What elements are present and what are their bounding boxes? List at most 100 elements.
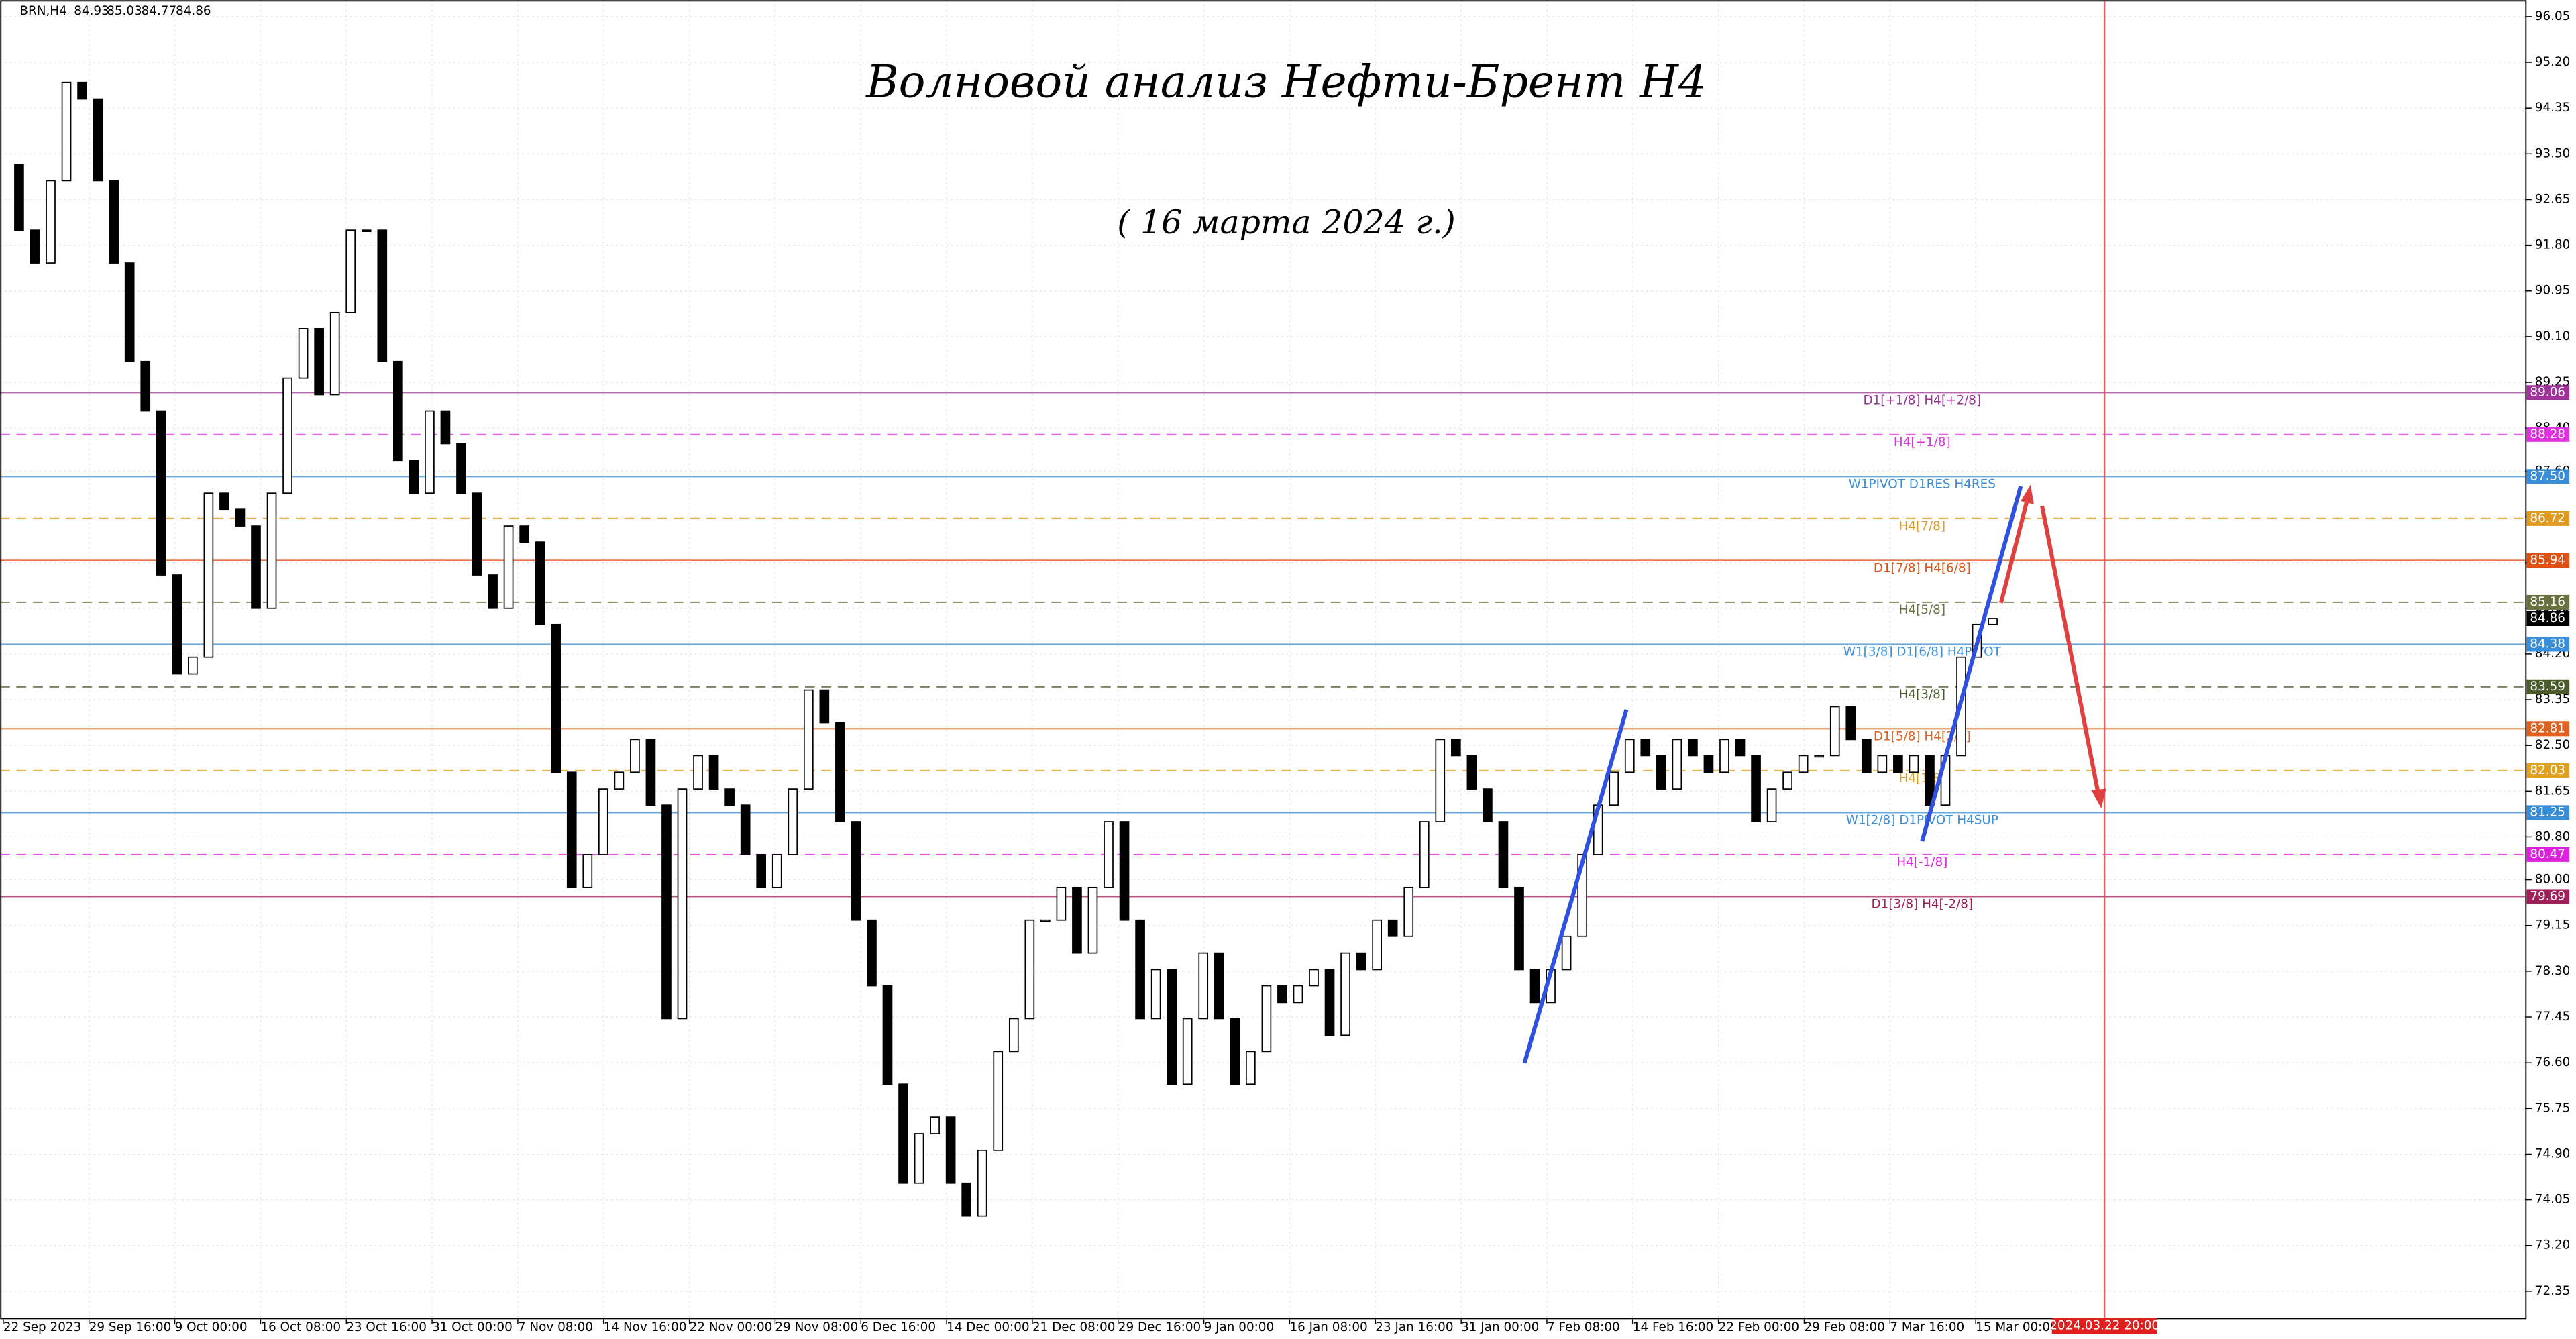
candle-body — [1529, 969, 1540, 1004]
level-name: D1[3/8] H4[-2/8] — [1872, 898, 1974, 912]
y-tick-label: 78.30 — [2535, 964, 2571, 978]
level-price-box — [2526, 427, 2570, 442]
candle-body — [1861, 739, 1872, 773]
candle-body — [1719, 739, 1729, 773]
candle-body — [614, 771, 625, 790]
candle-body — [677, 788, 688, 1020]
y-tick-label: 81.65 — [2535, 784, 2571, 798]
candle-body — [835, 722, 845, 822]
wave-line — [1522, 709, 1629, 1064]
candle-body — [266, 492, 277, 609]
candle-body — [1798, 755, 1809, 773]
ohlc-low: 84.77 — [142, 4, 177, 18]
candle-body — [930, 1116, 940, 1134]
candle-body — [630, 739, 640, 773]
ohlc-high: 85.03 — [107, 4, 142, 18]
x-tick-label: 9 Oct 00:00 — [175, 1320, 248, 1334]
candle-body — [1498, 821, 1509, 888]
candle-body — [377, 229, 388, 362]
x-tick-label: 16 Jan 08:00 — [1289, 1320, 1367, 1334]
candle-body — [1056, 886, 1067, 921]
candle-body — [1104, 821, 1114, 888]
level-name: H4[7/8] — [1899, 519, 1945, 533]
candle-body — [1293, 985, 1303, 1004]
x-tick-label: 9 Jan 00:00 — [1204, 1320, 1275, 1334]
level-price-label: 87.50 — [2530, 469, 2565, 483]
chart-subtitle: ( 16 марта 2024 г.) — [1117, 203, 1456, 242]
level-price-box — [2526, 594, 2570, 610]
candle-body — [851, 821, 861, 921]
x-tick-label: 29 Feb 08:00 — [1804, 1320, 1884, 1334]
candle-body — [566, 771, 577, 888]
x-tick-label: 7 Mar 16:00 — [1890, 1320, 1964, 1334]
candle-body — [945, 1116, 956, 1184]
y-tick-label: 95.20 — [2535, 55, 2571, 69]
candle-body — [1483, 788, 1493, 822]
candle-body — [219, 492, 229, 511]
y-tick-label: 73.20 — [2535, 1238, 2571, 1252]
level-name: D1[5/8] H4[2/8] — [1874, 730, 1971, 744]
candle-body — [1024, 919, 1035, 1020]
candle-body — [1561, 935, 1572, 971]
y-tick-label: 82.50 — [2535, 738, 2571, 752]
plot-frame — [0, 0, 2527, 1320]
candle-body — [314, 328, 324, 396]
candle-body — [961, 1182, 972, 1217]
level-price-box — [2526, 805, 2570, 820]
candle-body — [1782, 771, 1792, 790]
level-price-label: 85.94 — [2530, 553, 2565, 567]
x-tick-label: 16 Oct 08:00 — [260, 1320, 341, 1334]
x-tick-label: 23 Oct 16:00 — [346, 1320, 427, 1334]
candle-body — [803, 689, 814, 790]
candle-body — [1419, 821, 1430, 888]
candle-body — [819, 689, 830, 724]
candle-body — [708, 755, 719, 790]
x-tick-label: 14 Nov 16:00 — [604, 1320, 687, 1334]
candle-body — [914, 1133, 924, 1184]
forecast-arrow — [1998, 498, 2030, 604]
level-price-label: 82.81 — [2530, 721, 2565, 735]
candle-body — [440, 410, 451, 445]
candle-body — [645, 739, 656, 806]
y-tick-label: 79.15 — [2535, 918, 2571, 932]
level-price-box — [2526, 721, 2570, 737]
candle-body — [298, 328, 309, 379]
candle-body — [61, 81, 72, 182]
level-price-box — [2526, 763, 2570, 778]
candle-body — [693, 755, 703, 790]
candle-body — [1609, 771, 1619, 806]
level-name: H4[3/8] — [1899, 688, 1945, 702]
y-tick-label: 83.35 — [2535, 692, 2571, 706]
x-tick-label: 31 Jan 00:00 — [1461, 1320, 1539, 1334]
level-price-box — [2526, 889, 2570, 904]
candle-body — [1814, 755, 1825, 758]
candle-body — [661, 804, 672, 1020]
candle-body — [977, 1149, 987, 1217]
level-price-box — [2526, 637, 2570, 652]
candle-body — [203, 492, 214, 658]
candle-body — [551, 623, 561, 773]
candle-body — [1988, 618, 1998, 625]
candle-body — [867, 919, 877, 987]
level-name: H4[5/8] — [1899, 603, 1945, 617]
x-tick-label: 31 Oct 00:00 — [432, 1320, 513, 1334]
x-tick-label: 23 Jan 16:00 — [1375, 1320, 1453, 1334]
candle-body — [1230, 1018, 1240, 1085]
candle-body — [361, 229, 372, 232]
y-tick-label: 91.80 — [2535, 238, 2571, 252]
chart-title: Волновой анализ Нефти-Брент H4 — [865, 56, 1707, 107]
level-price-box — [2526, 679, 2570, 694]
candle-body — [1261, 985, 1272, 1053]
x-tick-label: 15 Mar 00:00 — [1976, 1320, 2058, 1334]
x-tick-label: 22 Nov 00:00 — [690, 1320, 773, 1334]
level-price-label: 81.25 — [2530, 805, 2565, 819]
level-price-label: 88.28 — [2530, 427, 2565, 441]
candle-body — [425, 410, 435, 494]
marker-label-box — [2051, 1318, 2157, 1334]
candle-body — [456, 443, 466, 494]
candle-body — [1466, 755, 1477, 790]
level-price-label: 84.38 — [2530, 637, 2565, 651]
y-tick-label: 74.05 — [2535, 1193, 2571, 1207]
